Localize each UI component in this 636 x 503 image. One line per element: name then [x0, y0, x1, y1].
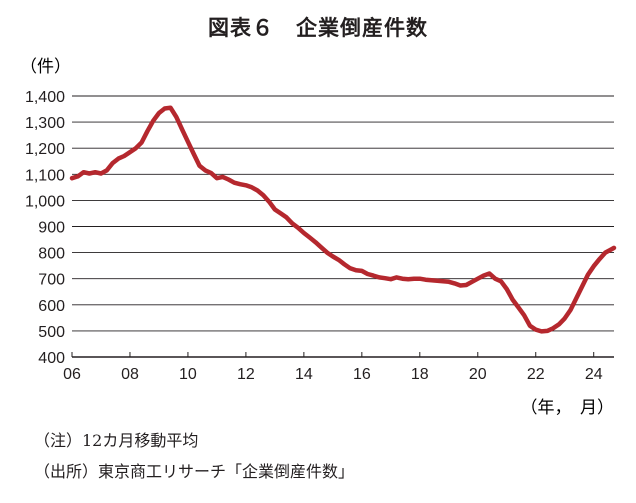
- y-tick-label: 800: [38, 246, 65, 263]
- y-tick-label: 1,200: [25, 141, 65, 158]
- x-tick-label: 16: [353, 366, 371, 383]
- x-tick-label: 18: [411, 366, 429, 383]
- gridlines: [72, 95, 614, 358]
- x-tick-label: 06: [63, 366, 81, 383]
- x-tick-label: 12: [237, 366, 255, 383]
- y-tick-label: 500: [38, 324, 65, 341]
- y-tick-label: 1,400: [25, 89, 65, 106]
- x-tick-label: 24: [585, 366, 603, 383]
- chart-title: 図表６ 企業倒産件数: [0, 12, 636, 42]
- x-tick-label: 10: [179, 366, 197, 383]
- chart-title-text: 企業倒産件数: [296, 16, 428, 40]
- chart-note: （注）12カ月移動平均: [34, 431, 199, 450]
- chart-title-number: 図表６: [208, 16, 274, 40]
- y-tick-label: 700: [38, 272, 65, 289]
- series-line: [69, 105, 617, 334]
- x-axis-unit-label: （年， 月）: [521, 398, 615, 418]
- y-axis-unit-label: （件）: [20, 57, 71, 77]
- x-tick-label: 08: [121, 366, 139, 383]
- y-axis-ticks: 400 500 600 700 800 900 1,000 1,100 1,200 1,300 1,…: [25, 89, 65, 367]
- y-tick-label: 400: [38, 350, 65, 367]
- y-tick-label: 1,300: [25, 115, 65, 132]
- x-tick-label: 20: [469, 366, 487, 383]
- chart-source: （出所）東京商工リサーチ「企業倒産件数」: [34, 462, 355, 481]
- x-tick-label: 22: [527, 366, 545, 383]
- y-tick-label: 600: [38, 298, 65, 315]
- y-tick-label: 1,000: [25, 193, 65, 210]
- x-tick-label: 14: [295, 366, 313, 383]
- y-tick-label: 1,100: [25, 167, 65, 184]
- x-axis-ticks: 06 08 10 12 14 16 18 20 22 24: [63, 352, 603, 383]
- y-tick-label: 900: [38, 220, 65, 237]
